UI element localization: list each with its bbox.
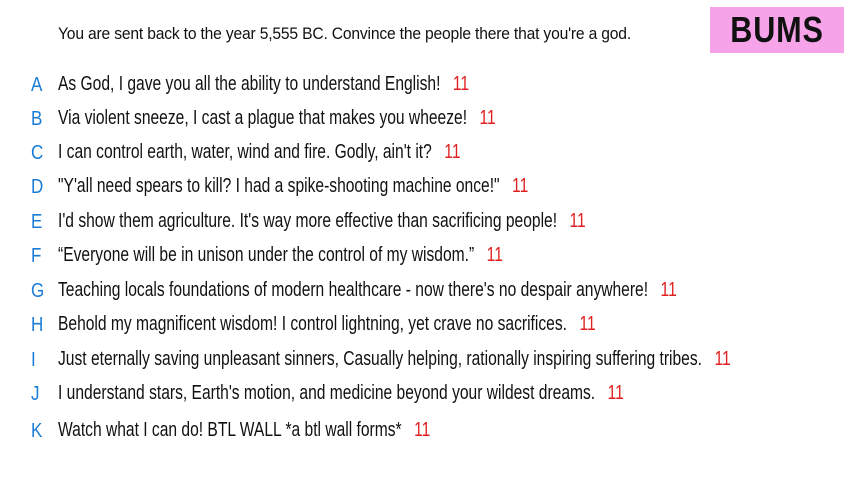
- answer-score: 11: [444, 141, 461, 163]
- answer-letter: F: [31, 245, 42, 267]
- answer-text: Behold my magnificent wisdom! I control …: [58, 313, 567, 335]
- answer-row-h: H Behold my magnificent wisdom! I contro…: [0, 310, 853, 340]
- answer-text: I'd show them agriculture. It's way more…: [58, 210, 558, 232]
- badge-label: BUMS: [730, 9, 824, 50]
- answer-row-d: D "Y'all need spears to kill? I had a sp…: [0, 172, 853, 202]
- answer-score: 11: [579, 313, 596, 335]
- answer-text: I understand stars, Earth's motion, and …: [58, 382, 596, 404]
- answer-row-c: C I can control earth, water, wind and f…: [0, 138, 853, 168]
- answer-letter: E: [31, 211, 43, 233]
- answer-text: Via violent sneeze, I cast a plague that…: [58, 107, 468, 129]
- answer-letter: H: [31, 314, 44, 336]
- prompt-text: You are sent back to the year 5,555 BC. …: [58, 24, 631, 43]
- answer-row-e: E I'd show them agriculture. It's way mo…: [0, 207, 853, 237]
- answer-row-f: F “Everyone will be in unison under the …: [0, 241, 853, 271]
- player-badge: BUMS: [710, 7, 844, 53]
- answer-row-b: B Via violent sneeze, I cast a plague th…: [0, 104, 853, 134]
- answer-score: 11: [479, 107, 496, 129]
- answer-letter: A: [31, 74, 43, 96]
- answer-letter: J: [31, 383, 40, 405]
- answer-row-g: G Teaching locals foundations of modern …: [0, 276, 853, 306]
- answer-score: 11: [569, 210, 586, 232]
- answer-row-k: K Watch what I can do! BTL WALL *a btl w…: [0, 416, 853, 446]
- answer-letter: K: [31, 420, 43, 442]
- answer-letter: C: [31, 142, 44, 164]
- answer-letter: G: [31, 280, 45, 302]
- answer-row-j: J I understand stars, Earth's motion, an…: [0, 379, 853, 409]
- answer-text: I can control earth, water, wind and fir…: [58, 141, 432, 163]
- answer-score: 11: [512, 175, 529, 197]
- answer-score: 11: [714, 348, 731, 370]
- answer-score: 11: [660, 279, 677, 301]
- answer-row-i: I Just eternally saving unpleasant sinne…: [0, 345, 853, 375]
- answer-score: 11: [414, 419, 431, 441]
- answer-letter: I: [31, 349, 36, 371]
- answer-letter: D: [31, 176, 44, 198]
- answer-text: As God, I gave you all the ability to un…: [58, 73, 441, 95]
- answer-text: Just eternally saving unpleasant sinners…: [58, 348, 702, 370]
- answer-score: 11: [452, 73, 470, 95]
- answer-row-a: A As God, I gave you all the ability to …: [0, 70, 853, 100]
- answer-score: 11: [607, 382, 624, 404]
- answer-text: "Y'all need spears to kill? I had a spik…: [58, 175, 500, 197]
- answer-score: 11: [486, 244, 503, 266]
- answer-text: “Everyone will be in unison under the co…: [58, 244, 475, 266]
- answer-text: Watch what I can do! BTL WALL *a btl wal…: [58, 419, 402, 441]
- answer-letter: B: [31, 108, 43, 130]
- answer-text: Teaching locals foundations of modern he…: [58, 279, 649, 301]
